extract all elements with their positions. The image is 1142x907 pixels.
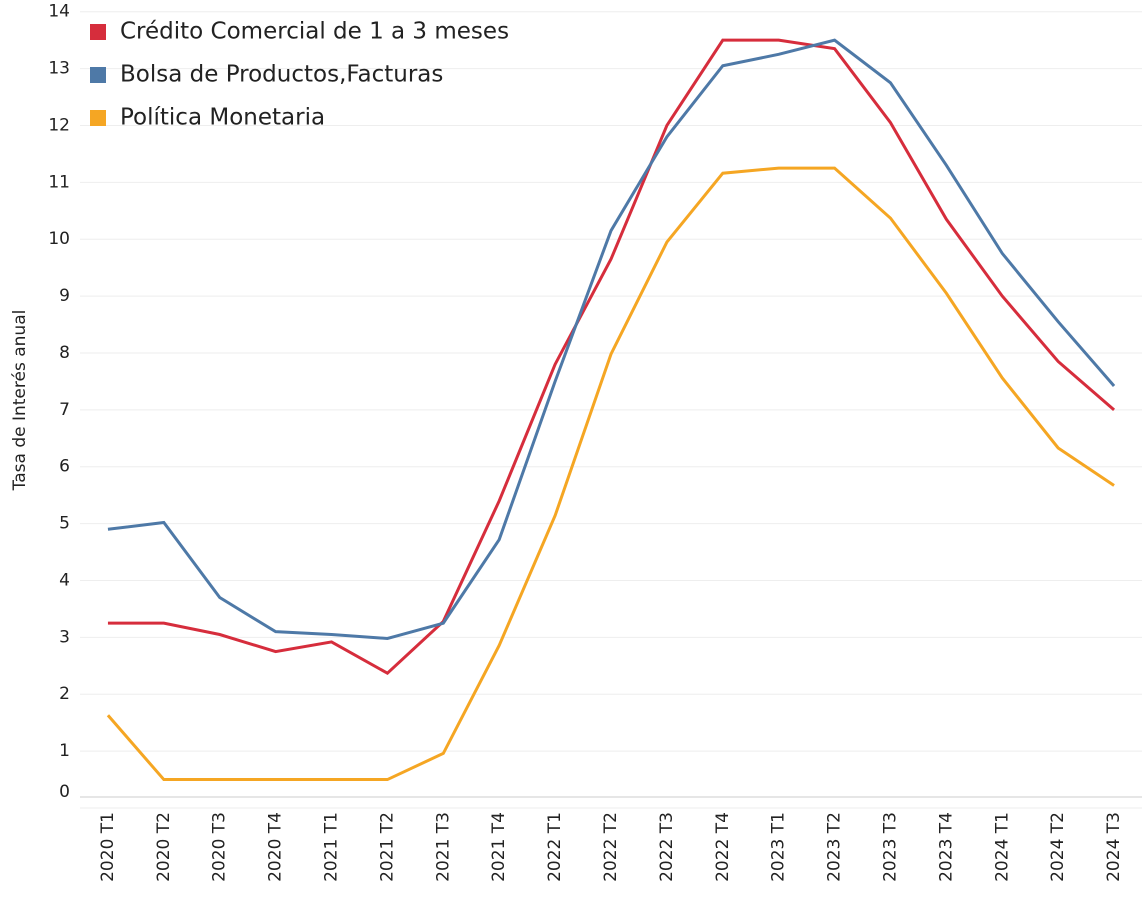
x-tick-label: 2020 T1 — [98, 812, 118, 882]
x-tick-label: 2021 T1 — [322, 812, 342, 882]
legend-swatch — [90, 24, 106, 40]
y-tick-label: 7 — [59, 400, 70, 420]
x-tick-label: 2022 T2 — [601, 812, 621, 882]
legend-label: Bolsa de Productos,Facturas — [120, 62, 443, 88]
y-axis-label: Tasa de Interés anual — [10, 310, 30, 492]
x-tick-label: 2023 T2 — [825, 812, 845, 882]
y-tick-label: 1 — [59, 741, 70, 761]
y-tick-label: 14 — [48, 2, 70, 22]
x-tick-label: 2021 T3 — [433, 812, 453, 882]
y-tick-label: 8 — [59, 343, 70, 363]
y-tick-label: 0 — [59, 782, 70, 802]
x-tick-label: 2024 T2 — [1048, 812, 1068, 882]
line-series — [106, 166, 1115, 782]
x-tick-label: 2024 T1 — [992, 812, 1012, 882]
legend-swatch — [90, 67, 106, 83]
x-tick-label: 2023 T1 — [769, 812, 789, 882]
x-tick-label: 2023 T4 — [936, 812, 956, 882]
x-tick-label: 2020 T4 — [266, 812, 286, 882]
y-tick-label: 6 — [59, 457, 70, 477]
y-tick-label: 13 — [48, 59, 70, 79]
y-tick-label: 5 — [59, 514, 70, 534]
legend-label: Política Monetaria — [120, 105, 325, 131]
y-tick-label: 10 — [48, 229, 70, 249]
y-tick-label: 12 — [48, 115, 70, 135]
x-tick-label: 2020 T2 — [154, 812, 174, 882]
x-tick-label: 2020 T3 — [210, 812, 230, 882]
y-tick-label: 3 — [59, 627, 70, 647]
x-tick-label: 2022 T1 — [545, 812, 565, 882]
y-tick-label: 9 — [59, 286, 70, 306]
y-tick-label: 4 — [59, 570, 70, 590]
x-tick-label: 2022 T4 — [713, 812, 733, 882]
legend-swatch — [90, 110, 106, 126]
x-tick-label: 2021 T4 — [489, 812, 509, 882]
x-tick-label: 2022 T3 — [657, 812, 677, 882]
y-tick-label: 11 — [48, 172, 70, 192]
x-tick-label: 2024 T3 — [1104, 812, 1124, 882]
legend-label: Crédito Comercial de 1 a 3 meses — [120, 19, 509, 45]
line-series — [107, 38, 1116, 641]
x-tick-label: 2021 T2 — [377, 812, 397, 882]
line-series — [107, 38, 1116, 676]
y-tick-label: 2 — [59, 684, 70, 704]
x-tick-label: 2023 T3 — [880, 812, 900, 882]
